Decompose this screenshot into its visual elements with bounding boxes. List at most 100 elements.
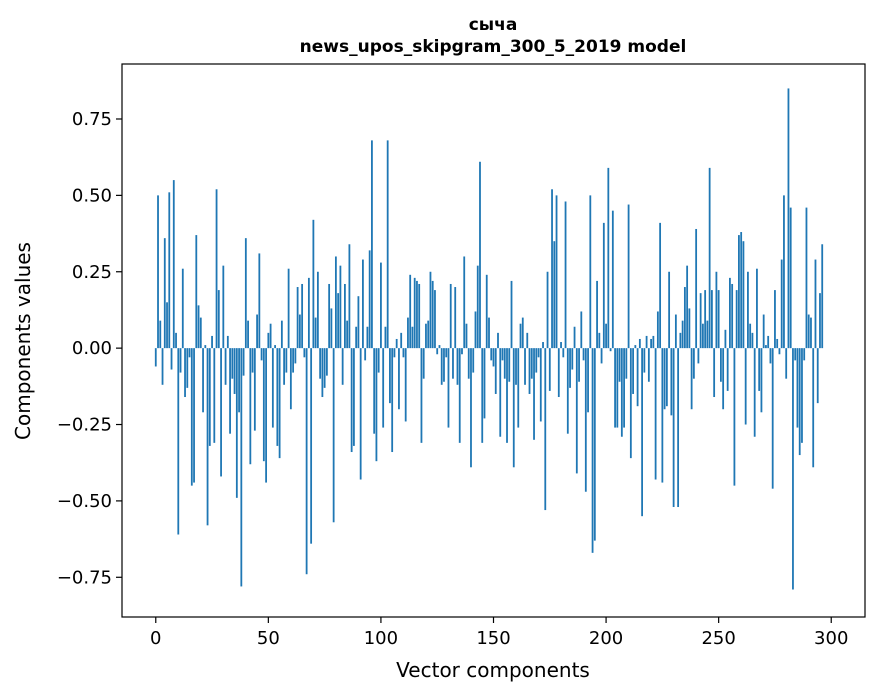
x-tick-label: 200 (589, 628, 623, 649)
bar-component-100 (380, 262, 382, 349)
y-axis-label: Components values (11, 242, 35, 440)
bar-component-216 (641, 348, 643, 517)
bar-component-149 (490, 348, 493, 361)
bar-component-112 (407, 317, 409, 349)
bar-component-148 (488, 317, 490, 349)
bar-component-296 (821, 244, 824, 349)
bar-component-108 (398, 348, 400, 410)
bar-component-37 (238, 348, 240, 413)
bar-component-174 (546, 271, 549, 349)
bar-component-237 (688, 308, 691, 349)
bar-component-6 (168, 192, 171, 349)
bar-component-99 (377, 348, 380, 373)
bar-component-116 (416, 280, 418, 349)
bar-component-170 (537, 348, 540, 358)
bar-component-140 (470, 348, 472, 468)
bar-component-79 (332, 348, 335, 523)
bar-component-10 (177, 348, 180, 535)
bar-component-173 (544, 348, 547, 511)
bar-component-76 (325, 348, 328, 376)
bar-component-243 (701, 323, 704, 349)
bar-component-94 (366, 326, 369, 349)
bar-component-92 (362, 259, 364, 349)
bar-component-129 (445, 348, 448, 358)
bar-component-80 (334, 256, 337, 349)
bar-component-191 (584, 348, 587, 492)
bar-component-229 (670, 348, 673, 416)
bar-component-183 (566, 348, 569, 434)
bar-component-104 (389, 348, 391, 404)
bar-component-29 (220, 348, 222, 477)
bar-component-95 (368, 250, 371, 349)
bar-component-134 (456, 348, 459, 385)
bar-component-46 (258, 253, 261, 349)
bar-component-181 (562, 348, 565, 358)
x-tick-label: 150 (476, 628, 510, 649)
bar-component-176 (551, 189, 553, 349)
bar-component-189 (580, 311, 583, 349)
y-tick-label: −0.50 (57, 491, 112, 512)
bar-component-164 (524, 348, 526, 385)
bar-component-187 (575, 348, 578, 474)
bar-component-96 (371, 140, 373, 349)
bar-component-57 (283, 348, 286, 385)
bar-component-186 (573, 326, 576, 349)
bar-component-60 (289, 348, 292, 410)
bar-component-158 (510, 280, 513, 349)
bar-component-201 (607, 167, 610, 349)
bar-component-206 (618, 348, 621, 382)
bar-component-165 (526, 332, 529, 349)
bar-component-152 (497, 332, 499, 349)
bar-component-153 (499, 348, 502, 437)
bar-component-295 (819, 293, 821, 349)
y-tick-label: 0.25 (72, 262, 112, 283)
bar-component-182 (564, 201, 567, 349)
bar-component-74 (321, 348, 324, 398)
bar-component-61 (292, 348, 295, 373)
bar-component-200 (605, 323, 607, 349)
bar-component-184 (569, 348, 571, 388)
bar-component-274 (771, 348, 774, 489)
bar-component-119 (422, 348, 425, 379)
bar-component-276 (776, 338, 779, 349)
bar-component-254 (726, 348, 729, 391)
bar-component-31 (224, 348, 227, 385)
bar-component-9 (175, 332, 177, 349)
bar-component-258 (735, 290, 738, 349)
bar-component-281 (787, 88, 790, 349)
bar-component-180 (560, 342, 562, 349)
bar-component-172 (542, 342, 544, 349)
bar-component-278 (780, 259, 783, 349)
y-tick-label: −0.25 (57, 415, 112, 436)
bar-component-260 (740, 232, 743, 349)
bar-component-20 (199, 317, 202, 349)
bar-component-282 (789, 207, 792, 349)
bar-component-142 (474, 311, 477, 349)
bar-component-144 (479, 161, 481, 349)
bar-component-16 (190, 348, 193, 486)
x-tick-label: 50 (257, 628, 280, 649)
bar-component-204 (614, 348, 616, 428)
y-tick-label: 0.50 (72, 185, 112, 206)
bar-component-0 (154, 348, 157, 367)
bar-component-219 (647, 348, 650, 382)
bar-component-252 (722, 348, 725, 410)
bar-component-193 (589, 195, 592, 349)
bar-component-213 (634, 345, 637, 349)
bar-component-195 (593, 348, 596, 541)
bar-component-14 (186, 348, 189, 388)
bar-component-86 (348, 244, 351, 349)
bar-component-28 (217, 290, 220, 349)
bar-component-214 (636, 348, 639, 407)
bar-component-19 (197, 305, 200, 349)
bar-component-33 (229, 348, 231, 434)
bar-component-78 (330, 308, 333, 349)
bar-component-128 (443, 348, 445, 382)
bar-component-50 (267, 332, 270, 349)
bar-component-290 (807, 314, 810, 349)
bar-component-245 (706, 320, 709, 349)
bar-component-178 (555, 195, 558, 349)
bar-component-285 (796, 348, 799, 428)
y-tick-label: 0.00 (72, 338, 112, 359)
bar-component-265 (751, 332, 754, 349)
